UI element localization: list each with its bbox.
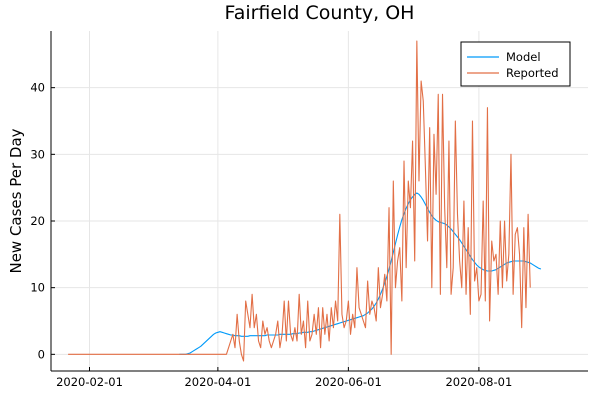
x-tick-label: 2020-08-01 xyxy=(445,375,512,389)
series-lines xyxy=(68,40,542,362)
chart-title: Fairfield County, OH xyxy=(225,2,415,24)
tick-labels: 2020-02-01 2020-04-01 2020-06-01 2020-08-01… xyxy=(30,81,512,389)
x-tick-label: 2020-04-01 xyxy=(184,375,251,389)
y-axis-label: New Cases Per Day xyxy=(7,128,25,273)
y-tick-label: 0 xyxy=(38,347,45,361)
series-line-model xyxy=(179,192,542,355)
y-tick-label: 30 xyxy=(30,147,45,161)
y-tick-label: 20 xyxy=(30,214,45,228)
legend: Model Reported xyxy=(460,41,571,87)
legend-label: Reported xyxy=(506,66,559,80)
series-line-reported xyxy=(68,40,531,362)
legend-label: Model xyxy=(506,50,541,64)
y-tick-label: 40 xyxy=(30,81,45,95)
y-tick-label: 10 xyxy=(30,281,45,295)
x-tick-label: 2020-02-01 xyxy=(56,375,123,389)
legend-box xyxy=(460,41,571,87)
x-tick-label: 2020-06-01 xyxy=(315,375,382,389)
